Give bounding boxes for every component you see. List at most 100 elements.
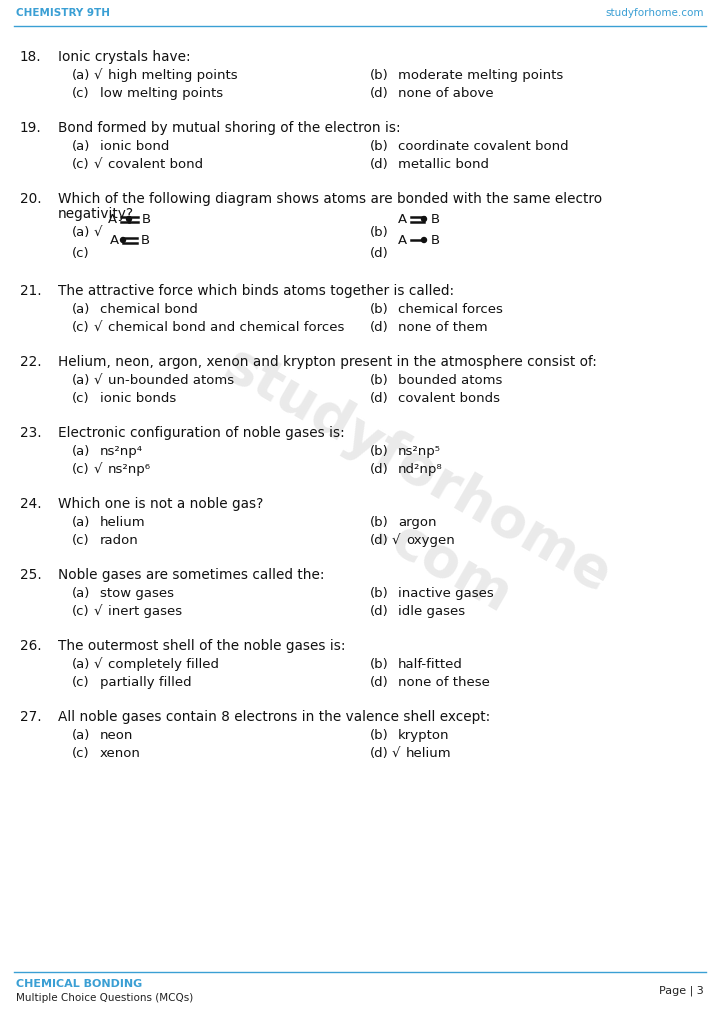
Circle shape	[127, 217, 132, 222]
Text: A: A	[398, 233, 407, 246]
Text: (d): (d)	[370, 321, 389, 334]
Text: √: √	[94, 658, 102, 671]
Text: moderate melting points: moderate melting points	[398, 69, 563, 82]
Text: none of above: none of above	[398, 87, 494, 100]
Text: Ionic crystals have:: Ionic crystals have:	[58, 50, 191, 64]
Text: inactive gases: inactive gases	[398, 587, 494, 600]
Text: chemical forces: chemical forces	[398, 303, 503, 316]
Text: chemical bond and chemical forces: chemical bond and chemical forces	[108, 321, 344, 334]
Text: helium: helium	[100, 516, 145, 529]
Text: B: B	[142, 213, 151, 226]
Text: half-fitted: half-fitted	[398, 658, 463, 671]
Text: (d): (d)	[370, 534, 389, 547]
Text: studyforhome
       .com: studyforhome .com	[180, 338, 620, 662]
Text: (c): (c)	[72, 247, 89, 260]
Text: 24.: 24.	[20, 497, 42, 511]
Text: covalent bond: covalent bond	[108, 158, 203, 171]
Text: (c): (c)	[72, 87, 89, 100]
Text: low melting points: low melting points	[100, 87, 223, 100]
Text: (b): (b)	[370, 516, 389, 529]
Text: stow gases: stow gases	[100, 587, 174, 600]
Text: The outermost shell of the noble gases is:: The outermost shell of the noble gases i…	[58, 639, 346, 653]
Text: (c): (c)	[72, 747, 89, 760]
Circle shape	[421, 217, 426, 222]
Text: Page | 3: Page | 3	[660, 985, 704, 997]
Text: A: A	[398, 213, 407, 226]
Text: argon: argon	[398, 516, 436, 529]
Text: √: √	[94, 605, 102, 618]
Text: (b): (b)	[370, 69, 389, 82]
Text: radon: radon	[100, 534, 139, 547]
Text: (b): (b)	[370, 140, 389, 153]
Text: 23.: 23.	[20, 426, 42, 440]
Text: √: √	[94, 69, 102, 82]
Text: Electronic configuration of noble gases is:: Electronic configuration of noble gases …	[58, 426, 345, 440]
Text: B: B	[431, 213, 440, 226]
Text: B: B	[141, 233, 150, 246]
Text: Which of the following diagram shows atoms are bonded with the same electro: Which of the following diagram shows ato…	[58, 192, 602, 206]
Text: Which one is not a noble gas?: Which one is not a noble gas?	[58, 497, 264, 511]
Text: B: B	[431, 233, 440, 246]
Text: (d): (d)	[370, 676, 389, 689]
Text: √: √	[392, 747, 400, 760]
Text: (c): (c)	[72, 534, 89, 547]
Text: 21.: 21.	[20, 284, 42, 298]
Text: (a): (a)	[72, 69, 91, 82]
Text: nd²np⁸: nd²np⁸	[398, 463, 443, 476]
Text: high melting points: high melting points	[108, 69, 238, 82]
Circle shape	[120, 237, 125, 242]
Text: idle gases: idle gases	[398, 605, 465, 618]
Text: Helium, neon, argon, xenon and krypton present in the atmosphere consist of:: Helium, neon, argon, xenon and krypton p…	[58, 355, 597, 369]
Text: CHEMICAL BONDING: CHEMICAL BONDING	[16, 979, 143, 989]
Text: krypton: krypton	[398, 729, 449, 742]
Text: (b): (b)	[370, 729, 389, 742]
Text: (c): (c)	[72, 605, 89, 618]
Text: A: A	[108, 213, 117, 226]
Text: (b): (b)	[370, 374, 389, 387]
Text: √: √	[94, 374, 102, 387]
Text: (d): (d)	[370, 747, 389, 760]
Text: (d): (d)	[370, 247, 389, 260]
Text: completely filled: completely filled	[108, 658, 219, 671]
Text: (b): (b)	[370, 658, 389, 671]
Text: inert gases: inert gases	[108, 605, 182, 618]
Text: (b): (b)	[370, 226, 389, 239]
Text: 18.: 18.	[20, 50, 42, 64]
Text: √: √	[94, 226, 102, 239]
Text: (d): (d)	[370, 87, 389, 100]
Text: √: √	[94, 158, 102, 171]
Text: helium: helium	[406, 747, 451, 760]
Text: xenon: xenon	[100, 747, 141, 760]
Text: (c): (c)	[72, 463, 89, 476]
Text: (a): (a)	[72, 658, 91, 671]
Text: (b): (b)	[370, 445, 389, 458]
Text: ionic bond: ionic bond	[100, 140, 169, 153]
Text: 27.: 27.	[20, 710, 42, 724]
Text: Multiple Choice Questions (MCQs): Multiple Choice Questions (MCQs)	[16, 993, 193, 1003]
Text: ns²np⁵: ns²np⁵	[398, 445, 441, 458]
Text: (b): (b)	[370, 587, 389, 600]
Text: Bond formed by mutual shoring of the electron is:: Bond formed by mutual shoring of the ele…	[58, 121, 400, 135]
Text: partially filled: partially filled	[100, 676, 192, 689]
Text: 22.: 22.	[20, 355, 42, 369]
Text: (c): (c)	[72, 676, 89, 689]
Text: 25.: 25.	[20, 568, 42, 582]
Text: (c): (c)	[72, 158, 89, 171]
Text: (d): (d)	[370, 158, 389, 171]
Text: none of these: none of these	[398, 676, 490, 689]
Text: covalent bonds: covalent bonds	[398, 392, 500, 405]
Text: (a): (a)	[72, 587, 91, 600]
Text: (d): (d)	[370, 463, 389, 476]
Circle shape	[421, 237, 426, 242]
Text: negativity?: negativity?	[58, 207, 134, 221]
Text: none of them: none of them	[398, 321, 487, 334]
Text: (a): (a)	[72, 226, 91, 239]
Text: neon: neon	[100, 729, 133, 742]
Text: coordinate covalent bond: coordinate covalent bond	[398, 140, 569, 153]
Text: studyforhome.com: studyforhome.com	[606, 8, 704, 18]
Text: All noble gases contain 8 electrons in the valence shell except:: All noble gases contain 8 electrons in t…	[58, 710, 490, 724]
Text: ns²np⁶: ns²np⁶	[108, 463, 151, 476]
Text: 26.: 26.	[20, 639, 42, 653]
Text: oxygen: oxygen	[406, 534, 455, 547]
Text: 19.: 19.	[20, 121, 42, 135]
